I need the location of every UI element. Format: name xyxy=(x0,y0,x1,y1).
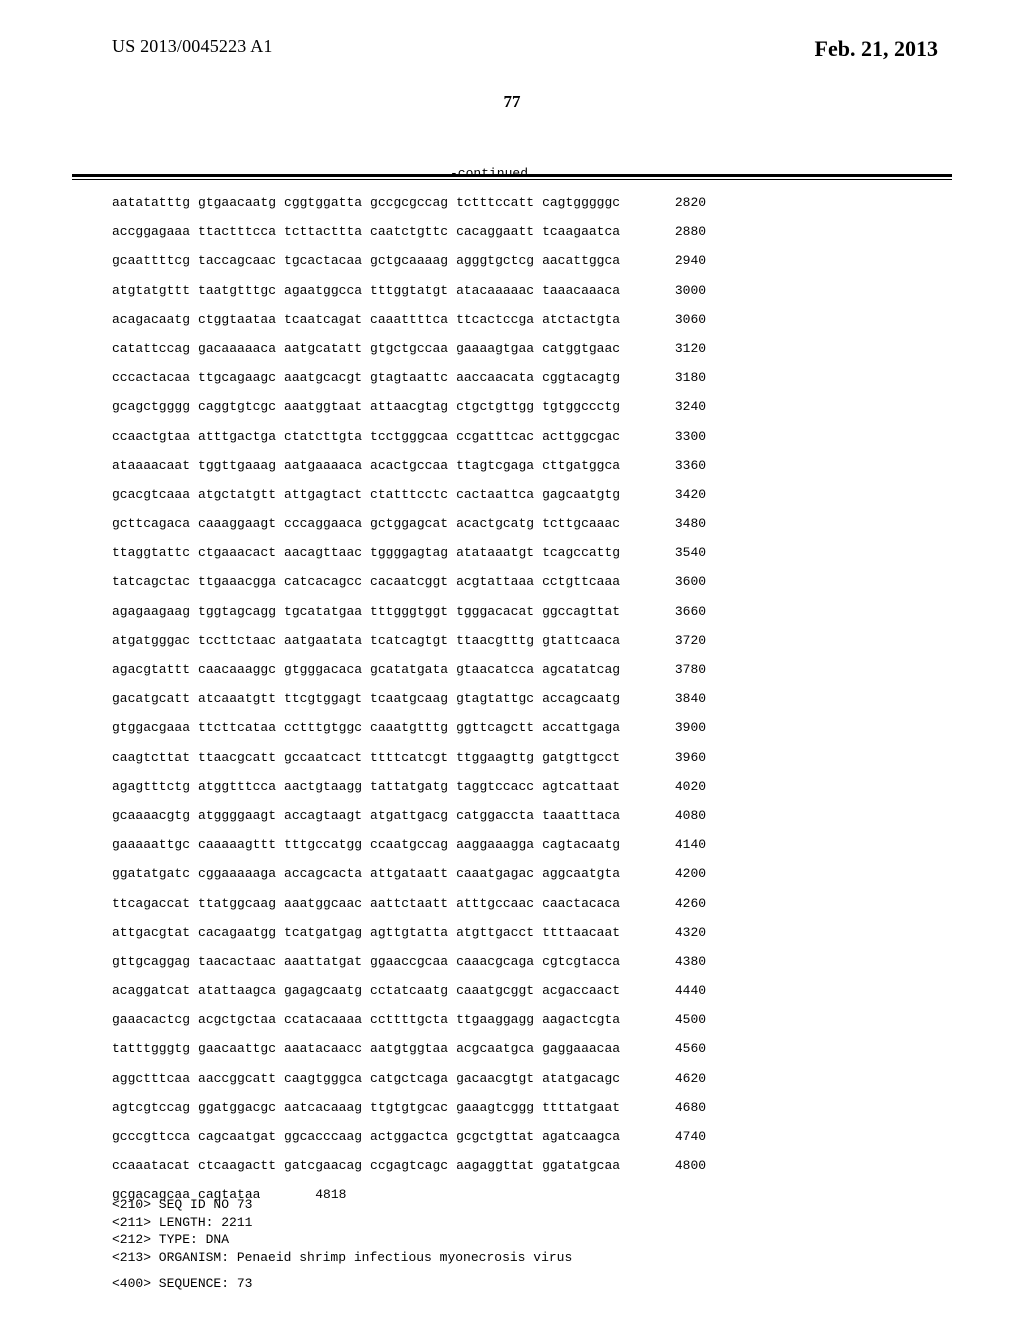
sequence-row: gaaacactcgacgctgctaaccatacaaaaccttttgcta… xyxy=(112,1013,706,1026)
sequence-position: 4560 xyxy=(652,1042,706,1055)
sequence-row: aggctttcaaaaccggcattcaagtgggcacatgctcaga… xyxy=(112,1072,706,1085)
sequence-position: 3900 xyxy=(652,721,706,734)
sequence-row: agtcgtccagggatggacgcaatcacaaagttgtgtgcac… xyxy=(112,1101,706,1114)
sequence-position: 4680 xyxy=(652,1101,706,1114)
sequence-row: agacgtatttcaacaaaggcgtgggacacagcatatgata… xyxy=(112,663,706,676)
publication-date: Feb. 21, 2013 xyxy=(815,36,938,62)
publication-id: US 2013/0045223 A1 xyxy=(112,36,273,57)
sequence-position: 2880 xyxy=(652,225,706,238)
sequence-row: acagacaatgctggtaataatcaatcagatcaaattttca… xyxy=(112,313,706,326)
sequence-row: catattccaggacaaaaacaaatgcatattgtgctgccaa… xyxy=(112,342,706,355)
sequence-row: ttaggtattcctgaaacactaacagttaactggggagtag… xyxy=(112,546,706,559)
sequence-row: atgtatgttttaatgtttgcagaatggccatttggtatgt… xyxy=(112,284,706,297)
sequence-position: 3180 xyxy=(652,371,706,384)
sequence-position: 3000 xyxy=(652,284,706,297)
sequence-position: 4620 xyxy=(652,1072,706,1085)
sequence-row: ggatatgatccggaaaaagaaccagcactaattgataatt… xyxy=(112,867,706,880)
sequence-row: ataaaacaattggttgaaagaatgaaaacaacactgccaa… xyxy=(112,459,706,472)
sequence-row: agagaagaagtggtagcaggtgcatatgaatttgggtggt… xyxy=(112,605,706,618)
sequence-400: <400> SEQUENCE: 73 xyxy=(112,1276,252,1291)
meta-organism: <213> ORGANISM: Penaeid shrimp infectiou… xyxy=(112,1250,572,1265)
sequence-position: 3600 xyxy=(652,575,706,588)
sequence-row: gcaattttcgtaccagcaactgcactacaagctgcaaaag… xyxy=(112,254,706,267)
meta-length: <211> LENGTH: 2211 xyxy=(112,1215,252,1230)
sequence-row: ccaactgtaaatttgactgactatcttgtatcctgggcaa… xyxy=(112,430,706,443)
sequence-position: 4140 xyxy=(652,838,706,851)
sequence-metadata: <210> SEQ ID NO 73 <211> LENGTH: 2211 <2… xyxy=(112,1196,572,1266)
sequence-row: aatatatttggtgaacaatgcggtggattagccgcgccag… xyxy=(112,196,706,209)
sequence-row: gaaaaattgccaaaaagttttttgccatggccaatgccag… xyxy=(112,838,706,851)
sequence-position: 3960 xyxy=(652,751,706,764)
sequence-row: attgacgtatcacagaatggtcatgatgagagttgtatta… xyxy=(112,926,706,939)
sequence-row: gcccgttccacagcaatgatggcacccaagactggactca… xyxy=(112,1130,706,1143)
sequence-listing: aatatatttggtgaacaatgcggtggattagccgcgccag… xyxy=(112,196,706,1218)
sequence-row: gcacgtcaaaatgctatgttattgagtactctatttcctc… xyxy=(112,488,706,501)
sequence-row: accggagaaattactttccatcttactttacaatctgttc… xyxy=(112,225,706,238)
sequence-position: 3720 xyxy=(652,634,706,647)
sequence-row: atgatgggactccttctaacaatgaatatatcatcagtgt… xyxy=(112,634,706,647)
sequence-row: agagtttctgatggtttccaaactgtaaggtattatgatg… xyxy=(112,780,706,793)
sequence-position: 3300 xyxy=(652,430,706,443)
sequence-position: 4260 xyxy=(652,897,706,910)
sequence-position: 4500 xyxy=(652,1013,706,1026)
page-number: 77 xyxy=(0,92,1024,112)
sequence-row: gcagctggggcaggtgtcgcaaatggtaatattaacgtag… xyxy=(112,400,706,413)
sequence-position: 3840 xyxy=(652,692,706,705)
sequence-position: 2940 xyxy=(652,254,706,267)
sequence-position: 4320 xyxy=(652,926,706,939)
sequence-position: 3480 xyxy=(652,517,706,530)
sequence-position: 4080 xyxy=(652,809,706,822)
sequence-position: 3540 xyxy=(652,546,706,559)
sequence-position: 3120 xyxy=(652,342,706,355)
sequence-position: 2820 xyxy=(652,196,706,209)
sequence-position: 3660 xyxy=(652,605,706,618)
sequence-position: 4020 xyxy=(652,780,706,793)
meta-seq-id: <210> SEQ ID NO 73 xyxy=(112,1197,252,1212)
sequence-position: 3360 xyxy=(652,459,706,472)
meta-type: <212> TYPE: DNA xyxy=(112,1232,229,1247)
sequence-row: caagtcttatttaacgcattgccaatcactttttcatcgt… xyxy=(112,751,706,764)
sequence-position: 3780 xyxy=(652,663,706,676)
sequence-position: 4440 xyxy=(652,984,706,997)
sequence-row: gttgcaggagtaacactaacaaattatgatggaaccgcaa… xyxy=(112,955,706,968)
sequence-position: 3240 xyxy=(652,400,706,413)
sequence-row: ccaaatacatctcaagacttgatcgaacagccgagtcagc… xyxy=(112,1159,706,1172)
sequence-row: gacatgcattatcaaatgttttcgtggagttcaatgcaag… xyxy=(112,692,706,705)
sequence-row: gtggacgaaattcttcataacctttgtggccaaatgtttg… xyxy=(112,721,706,734)
sequence-position: 3420 xyxy=(652,488,706,501)
sequence-row: tatttgggtggaacaattgcaaatacaaccaatgtggtaa… xyxy=(112,1042,706,1055)
section-rule xyxy=(72,174,952,180)
sequence-row: acaggatcatatattaagcagagagcaatgcctatcaatg… xyxy=(112,984,706,997)
sequence-row: tatcagctacttgaaacggacatcacagcccacaatcggt… xyxy=(112,575,706,588)
sequence-position: 4800 xyxy=(652,1159,706,1172)
sequence-position: 4740 xyxy=(652,1130,706,1143)
sequence-position: 3060 xyxy=(652,313,706,326)
sequence-row: gcttcagacacaaaggaagtcccaggaacagctggagcat… xyxy=(112,517,706,530)
sequence-position: 4200 xyxy=(652,867,706,880)
sequence-row: ttcagaccatttatggcaagaaatggcaacaattctaatt… xyxy=(112,897,706,910)
sequence-row: cccactacaattgcagaagcaaatgcacgtgtagtaattc… xyxy=(112,371,706,384)
sequence-position: 4380 xyxy=(652,955,706,968)
sequence-row: gcaaaacgtgatggggaagtaccagtaagtatgattgacg… xyxy=(112,809,706,822)
